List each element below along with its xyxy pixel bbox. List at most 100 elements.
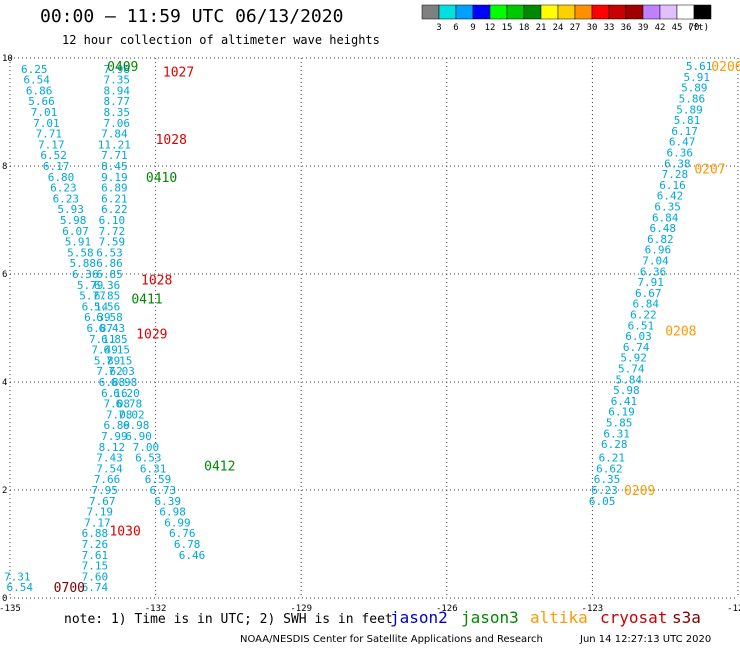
legend-tick-label: 9 (470, 23, 475, 33)
swh-value-cryosat: 6.86 (26, 84, 53, 97)
swh-value-altika: 6.28 (601, 438, 628, 451)
swh-value-jason3: 7.35 (104, 74, 131, 87)
y-tick-label: 2 (2, 486, 7, 496)
swh-value-jason3: 6.10 (99, 214, 126, 227)
pass-time-label: 0410 (146, 171, 177, 186)
swh-value-cryosat: 5.79 (77, 279, 104, 292)
swh-value-cryosat: 7.11 (89, 333, 116, 346)
swh-value-cryosat: 5.58 (67, 246, 94, 259)
pass-time-label: 0208 (665, 325, 696, 340)
swh-value-cryosat: 5.93 (57, 203, 84, 216)
swh-value-jason3: 6.76 (169, 527, 196, 540)
swh-value-cryosat: 5.88 (70, 257, 97, 270)
swh-value-jason3: 6.78 (174, 538, 201, 551)
legend-tick-label: 3 (436, 23, 441, 33)
swh-value-jason3: 7.59 (99, 236, 126, 249)
swh-value-altika: 7.28 (662, 168, 689, 181)
swh-value-jason3: 9.19 (101, 171, 128, 184)
swh-value-cryosat: 6.89 (104, 419, 131, 432)
swh-value-altika: 6.48 (650, 222, 677, 235)
swh-value-cryosat: 6.23 (53, 192, 80, 205)
swh-value-altika: 6.67 (635, 287, 662, 300)
swh-value-altika: 6.21 (599, 452, 626, 465)
color-scale-legend: 3 6 9 12 15 18 21 24 27 30 33 36 39 42 45 70(ft) (421, 4, 712, 33)
satellite-label-cryosat: cryosat (600, 608, 668, 627)
legend-tick-label: 39 (638, 23, 649, 33)
swh-value-cryosat: 6.74 (82, 581, 109, 594)
swh-value-cryosat: 7.01 (31, 106, 58, 119)
swh-value-jason3: 6.43 (99, 322, 126, 335)
swh-value-jason3: 6.46 (179, 549, 206, 562)
pass-time-label: 1028 (141, 273, 172, 288)
swh-value-altika: 6.84 (652, 211, 679, 224)
swh-value-jason3: 8.94 (104, 84, 131, 97)
swh-value-cryosat: 7.99 (101, 430, 128, 443)
x-tick-label: -132 (145, 604, 167, 614)
legend-tick-label: 24 (553, 23, 564, 33)
swh-value-jason3: 6.22 (101, 203, 128, 216)
swh-value-cryosat: 5.89 (94, 354, 121, 367)
swh-value-altika: 5.81 (674, 114, 701, 127)
swh-value-jason3: 6.98 (159, 506, 186, 519)
legend-tick-label: 15 (502, 23, 513, 33)
swh-value-altika: 6.19 (608, 406, 635, 419)
footer-note: note: 1) Time is in UTC; 2) SWH is in fe… (64, 612, 393, 627)
swh-value-cryosat: 7.66 (94, 473, 121, 486)
swh-value-altika: 7.91 (637, 276, 664, 289)
swh-value-altika: 6.36 (667, 147, 694, 160)
swh-value-altika: 6.31 (603, 427, 630, 440)
swh-value-altika: 5.85 (606, 417, 633, 430)
swh-value-cryosat: 7.17 (38, 138, 65, 151)
swh-value-altika: 6.36 (640, 265, 667, 278)
swh-value-jason3: 7.03 (108, 365, 135, 378)
swh-value-jason3: 6.85 (94, 290, 121, 303)
swh-value-jason3: 7.06 (104, 117, 131, 130)
swh-value-cryosat: 6.88 (82, 527, 109, 540)
swh-value-cryosat: 7.61 (82, 549, 109, 562)
swh-value-altika: 6.35 (654, 201, 681, 214)
pass-time-label: 0412 (204, 460, 235, 475)
swh-value-altika: 6.41 (611, 395, 638, 408)
swh-value-altika: 5.89 (681, 82, 708, 95)
swh-value-altika: 6.23 (591, 484, 618, 497)
swh-value-cryosat: 5.66 (28, 95, 55, 108)
swh-value-jason3: 8.77 (104, 95, 131, 108)
swh-value-cryosat: 7.95 (91, 484, 118, 497)
swh-value-jason3: 5.56 (94, 300, 121, 313)
y-tick-label: 6 (2, 270, 7, 280)
swh-value-cryosat: 7.49 (91, 344, 118, 357)
swh-value-altika: 6.74 (623, 341, 650, 354)
swh-value-cryosat: 7.60 (82, 570, 109, 583)
legend-tick-label: 12 (485, 23, 496, 33)
swh-value-altika: 6.05 (589, 495, 616, 508)
swh-value-altika: 6.96 (645, 244, 672, 257)
swh-value-s3a: 6.54 (6, 581, 33, 594)
swh-value-cryosat: 5.77 (79, 290, 106, 303)
swh-value-cryosat: 6.36 (72, 268, 99, 281)
swh-value-cryosat: 7.62 (96, 365, 123, 378)
x-tick-label: -126 (436, 604, 458, 614)
swh-value-cryosat: 6.87 (87, 322, 114, 335)
swh-value-altika: 5.86 (679, 93, 706, 106)
swh-value-jason3: 6.36 (94, 279, 121, 292)
legend-tick-label: 30 (587, 23, 598, 33)
swh-value-altika: 5.74 (618, 363, 645, 376)
legend-unit-label: (ft) (687, 23, 709, 33)
swh-value-cryosat: 7.67 (89, 495, 116, 508)
swh-value-jason3: 7.02 (118, 408, 145, 421)
swh-value-altika: 6.17 (671, 125, 698, 138)
swh-value-jason3: 6.31 (140, 462, 167, 475)
footer-timestamp: Jun 14 12:27:13 UTC 2020 (580, 634, 712, 645)
swh-value-jason3: 7.71 (101, 149, 128, 162)
swh-value-cryosat: 7.26 (82, 538, 109, 551)
swh-value-jason3: 6.98 (111, 376, 138, 389)
swh-value-cryosat: 7.15 (82, 560, 109, 573)
swh-value-altika: 6.42 (657, 190, 684, 203)
swh-value-altika: 6.22 (630, 309, 657, 322)
swh-value-cryosat: 6.14 (82, 300, 109, 313)
pass-time-label: 1027 (163, 66, 194, 81)
swh-value-cryosat: 6.16 (101, 387, 128, 400)
legend-tick-label: 21 (536, 23, 547, 33)
swh-value-cryosat: 6.80 (48, 171, 75, 184)
